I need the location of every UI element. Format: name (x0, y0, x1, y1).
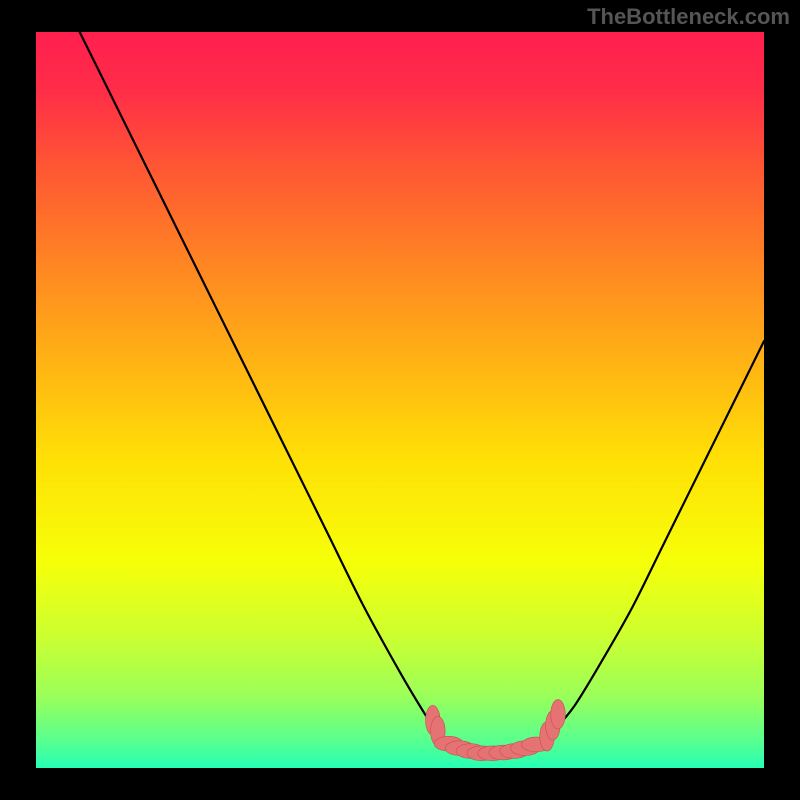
bottleneck-chart (36, 32, 764, 768)
chart-container: TheBottleneck.com (0, 0, 800, 800)
watermark-text: TheBottleneck.com (587, 4, 790, 30)
chart-background (36, 32, 764, 768)
plot-area (36, 32, 764, 768)
marker (551, 700, 566, 729)
